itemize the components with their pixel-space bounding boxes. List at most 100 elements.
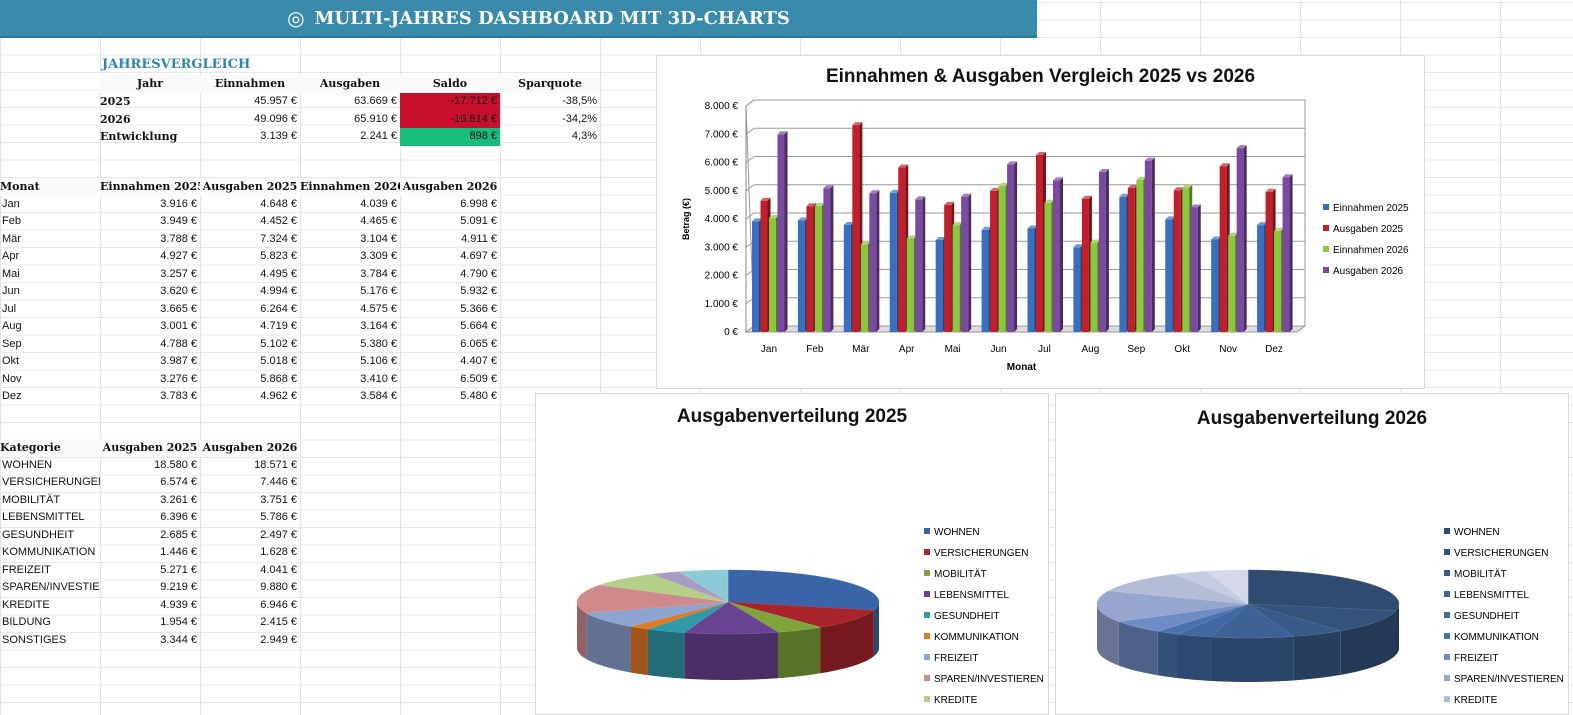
monthly-cell[interactable]: 5.018 € bbox=[260, 355, 297, 367]
category-cell[interactable]: 3.751 € bbox=[260, 493, 297, 506]
monthly-cell[interactable]: 4.648 € bbox=[260, 197, 297, 210]
month-label[interactable]: Apr bbox=[2, 250, 20, 262]
monthly-cell[interactable]: 7.324 € bbox=[260, 232, 297, 245]
category-cell[interactable]: 9.880 € bbox=[260, 581, 297, 593]
pie-slice[interactable] bbox=[1247, 603, 1341, 637]
monthly-cell[interactable]: 3.309 € bbox=[360, 250, 397, 262]
monthly-cell[interactable]: 6.264 € bbox=[260, 302, 297, 315]
monthly-cell[interactable]: 6.509 € bbox=[460, 372, 497, 385]
legend-item[interactable]: Ausgaben 2026 bbox=[1323, 266, 1404, 277]
category-cell[interactable]: 4.939 € bbox=[160, 598, 197, 611]
category-cell[interactable]: 2.415 € bbox=[260, 616, 297, 628]
category-label[interactable]: FREIZEIT bbox=[2, 563, 51, 576]
pie-slice[interactable] bbox=[585, 601, 729, 627]
pie-chart-2026[interactable]: Ausgabenverteilung 2026 WOHNEN VERSICHERU… bbox=[1055, 393, 1569, 715]
yearly-header[interactable]: Jahr bbox=[100, 75, 200, 93]
bar[interactable] bbox=[944, 202, 955, 332]
month-label[interactable]: Jun bbox=[2, 285, 20, 297]
legend-item[interactable]: MOBILITÄT bbox=[924, 568, 987, 580]
pie-slice[interactable] bbox=[727, 569, 880, 611]
monthly-cell[interactable]: 6.065 € bbox=[460, 337, 497, 350]
category-label[interactable]: BILDUNG bbox=[2, 616, 51, 628]
pie-slice[interactable] bbox=[576, 584, 729, 614]
monthly-cell[interactable]: 3.665 € bbox=[160, 302, 197, 315]
monthly-cell[interactable]: 5.102 € bbox=[260, 337, 297, 350]
pie-slice[interactable] bbox=[1210, 603, 1294, 639]
category-header[interactable]: Ausgaben 2026 bbox=[200, 439, 300, 457]
monthly-cell[interactable]: 5.380 € bbox=[360, 337, 397, 350]
yearly-cell[interactable]: 65.910 € bbox=[354, 112, 397, 125]
monthly-cell[interactable]: 4.962 € bbox=[260, 390, 297, 402]
category-label[interactable]: VERSICHERUNGEN bbox=[2, 476, 100, 488]
monthly-cell[interactable]: 3.257 € bbox=[160, 267, 197, 280]
legend-item[interactable]: MOBILITÄT bbox=[1444, 568, 1507, 580]
legend-item[interactable]: FREIZEIT bbox=[924, 653, 978, 664]
category-cell[interactable]: 6.946 € bbox=[260, 598, 297, 611]
monthly-cell[interactable]: 4.575 € bbox=[360, 302, 397, 315]
pie-slice[interactable] bbox=[1118, 603, 1249, 632]
monthly-cell[interactable]: 4.994 € bbox=[260, 285, 297, 297]
bar[interactable] bbox=[952, 222, 963, 332]
bar[interactable] bbox=[1190, 204, 1201, 332]
category-cell[interactable]: 18.580 € bbox=[154, 458, 197, 471]
bar[interactable] bbox=[1007, 161, 1018, 332]
month-label[interactable]: Dez bbox=[2, 390, 22, 402]
legend-item[interactable]: KOMMUNIKATION bbox=[924, 632, 1019, 643]
legend-item[interactable]: VERSICHERUNGEN bbox=[1444, 548, 1548, 559]
monthly-cell[interactable]: 3.783 € bbox=[160, 390, 197, 402]
bar[interactable] bbox=[1073, 244, 1084, 332]
legend-item[interactable]: SPAREN/INVESTIEREN bbox=[924, 674, 1044, 685]
bar[interactable] bbox=[860, 241, 871, 332]
monthly-header[interactable]: Ausgaben 2025 bbox=[200, 178, 300, 196]
pie-slice[interactable] bbox=[1157, 603, 1249, 635]
yearly-cell[interactable]: 63.669 € bbox=[354, 95, 397, 107]
yearly-cell[interactable]: -16.814 € bbox=[400, 110, 500, 128]
monthly-cell[interactable]: 3.584 € bbox=[360, 390, 397, 402]
month-label[interactable]: Mai bbox=[2, 267, 20, 280]
yearly-cell[interactable]: 3.139 € bbox=[260, 130, 297, 142]
monthly-cell[interactable]: 3.784 € bbox=[360, 267, 397, 280]
bar-chart[interactable]: Einnahmen & Ausgaben Vergleich 2025 vs 2… bbox=[656, 55, 1425, 389]
yearly-header[interactable]: Einnahmen bbox=[200, 75, 300, 93]
legend-item[interactable]: KREDITE bbox=[1444, 695, 1498, 706]
monthly-cell[interactable]: 4.697 € bbox=[460, 250, 497, 262]
pie-slice[interactable] bbox=[1205, 569, 1249, 605]
category-cell[interactable]: 5.271 € bbox=[160, 563, 197, 576]
monthly-cell[interactable]: 3.164 € bbox=[360, 320, 397, 332]
pie-slice[interactable] bbox=[727, 601, 821, 633]
monthly-cell[interactable]: 4.788 € bbox=[160, 337, 197, 350]
category-cell[interactable]: 5.786 € bbox=[260, 511, 297, 523]
bar[interactable] bbox=[1144, 157, 1155, 332]
category-header[interactable]: Ausgaben 2025 bbox=[100, 439, 200, 457]
category-cell[interactable]: 18.571 € bbox=[254, 458, 297, 471]
bar[interactable] bbox=[1053, 177, 1063, 332]
monthly-cell[interactable]: 5.106 € bbox=[360, 355, 397, 367]
monthly-header[interactable]: Einnahmen 2026 bbox=[300, 178, 405, 196]
legend-item[interactable]: WOHNEN bbox=[924, 527, 980, 538]
category-cell[interactable]: 3.344 € bbox=[160, 633, 197, 646]
year-label[interactable]: 2026 bbox=[100, 112, 131, 126]
bar[interactable] bbox=[935, 236, 946, 332]
month-label[interactable]: Aug bbox=[2, 320, 22, 332]
bar[interactable] bbox=[1081, 195, 1092, 332]
pie-slice[interactable] bbox=[1096, 590, 1249, 622]
monthly-header[interactable]: Monat bbox=[0, 178, 100, 196]
category-cell[interactable]: 6.396 € bbox=[160, 511, 197, 523]
monthly-cell[interactable]: 4.039 € bbox=[360, 197, 397, 210]
category-cell[interactable]: 7.446 € bbox=[260, 476, 297, 488]
category-cell[interactable]: 6.574 € bbox=[160, 476, 197, 488]
monthly-cell[interactable]: 4.927 € bbox=[160, 250, 197, 262]
category-cell[interactable]: 3.261 € bbox=[160, 493, 197, 506]
yearly-cell[interactable]: 4,3% bbox=[571, 130, 597, 142]
pie-slice[interactable] bbox=[678, 569, 729, 603]
legend-item[interactable]: LEBENSMITTEL bbox=[924, 590, 1009, 601]
month-label[interactable]: Feb bbox=[2, 215, 21, 227]
category-cell[interactable]: 2.949 € bbox=[260, 633, 297, 646]
pie-slice[interactable] bbox=[1247, 569, 1400, 611]
category-cell[interactable]: 9.219 € bbox=[160, 581, 197, 593]
bar[interactable] bbox=[1265, 188, 1276, 332]
monthly-cell[interactable]: 4.495 € bbox=[260, 267, 297, 280]
month-label[interactable]: Mär bbox=[2, 232, 21, 245]
monthly-cell[interactable]: 5.823 € bbox=[260, 250, 297, 262]
bar[interactable] bbox=[1282, 174, 1293, 332]
